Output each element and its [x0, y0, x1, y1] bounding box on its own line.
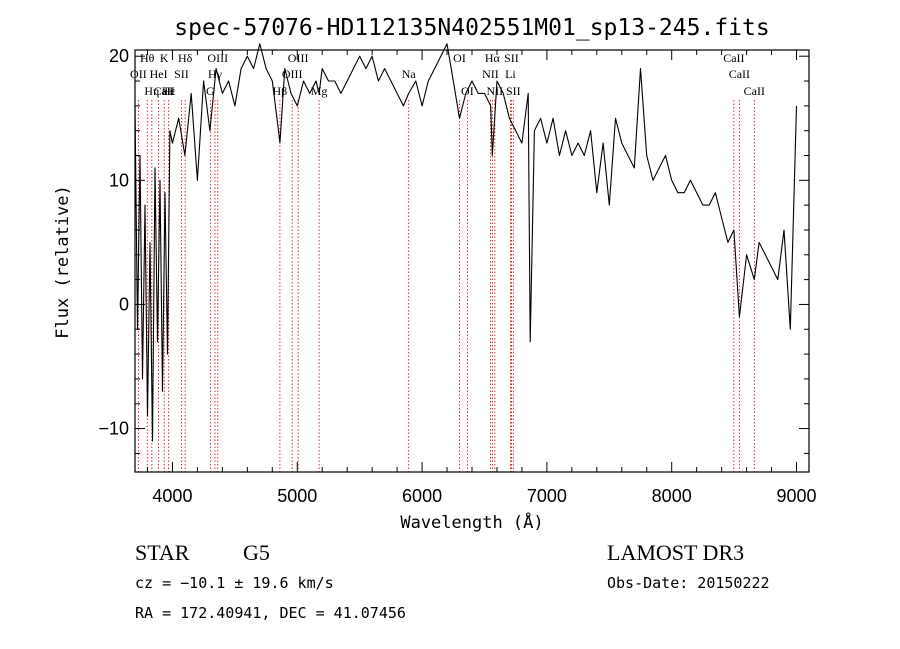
y-tick-label: 0 — [119, 294, 129, 314]
y-tick-label: 10 — [109, 170, 129, 190]
spectral-line-label: CaII — [729, 67, 750, 81]
spectral-line-label: Hα — [485, 51, 501, 65]
x-tick-label: 5000 — [277, 486, 317, 506]
x-tick-label: 4000 — [152, 486, 192, 506]
y-tick-label: 20 — [109, 46, 129, 66]
spectral-line-label: G — [206, 84, 215, 98]
x-tick-label: 9000 — [776, 486, 816, 506]
spectral-line-label: K — [160, 51, 169, 65]
x-tick-label: 8000 — [652, 486, 692, 506]
spectral-line-label: Mg — [311, 84, 328, 98]
spectral-line-label: OI — [461, 84, 474, 98]
x-tick-label: 6000 — [402, 486, 442, 506]
subclass: G5 — [243, 540, 270, 565]
spectral-line-label: Hθ — [140, 51, 155, 65]
spectral-line-label: SII — [504, 51, 519, 65]
spectral-line-label: CaII — [744, 84, 765, 98]
obs-date: Obs-Date: 20150222 — [607, 574, 770, 592]
x-tick-label: 7000 — [527, 486, 567, 506]
spectral-line-label: Hβ — [273, 84, 288, 98]
spectral-line-label: Hη — [144, 84, 159, 98]
axis-ticks: 4000 5000 6000 7000 8000 9000 −10 0 10 20 — [98, 46, 816, 506]
spectral-line-label: OIII — [282, 67, 303, 81]
survey-name: LAMOST DR3 — [607, 540, 745, 565]
spectral-line-label: H — [164, 84, 173, 98]
spectral-line-label: CaII — [723, 51, 744, 65]
spectral-line-label: SII — [506, 84, 521, 98]
spectral-line-label: Hε — [162, 84, 176, 98]
y-axis-label: Flux (relative) — [53, 185, 73, 339]
x-axis-label: Wavelength (Å) — [400, 511, 543, 533]
plot-frame — [134, 49, 810, 473]
object-class: STAR — [135, 540, 190, 565]
y-tick-label: −10 — [98, 419, 129, 439]
spectral-line-label: OII — [130, 67, 147, 81]
spectral-line-label: Hγ — [208, 67, 223, 81]
spectral-line-markers — [137, 100, 755, 472]
chart-title: spec-57076-HD112135N402551M01_sp13-245.f… — [174, 15, 769, 41]
coordinates: RA = 172.40941, DEC = 41.07456 — [135, 604, 406, 622]
spectral-line-label: OIII — [207, 51, 228, 65]
spectral-line-label: CaII — [154, 84, 175, 98]
spectral-line-label: OIII — [288, 51, 309, 65]
spectral-line-label: Na — [402, 67, 417, 81]
spectral-line-label: NII — [482, 67, 499, 81]
spectral-line-label: Hδ — [178, 51, 193, 65]
spectral-line-label: Li — [505, 67, 516, 81]
spectral-line-label: NII — [487, 84, 504, 98]
spectral-line-label: OI — [453, 51, 466, 65]
spectral-line-label: SII — [174, 67, 189, 81]
spectrum-series — [134, 43, 798, 442]
redshift-cz: cz = −10.1 ± 19.6 km/s — [135, 574, 334, 592]
spectral-line-label: HeI — [150, 67, 168, 81]
